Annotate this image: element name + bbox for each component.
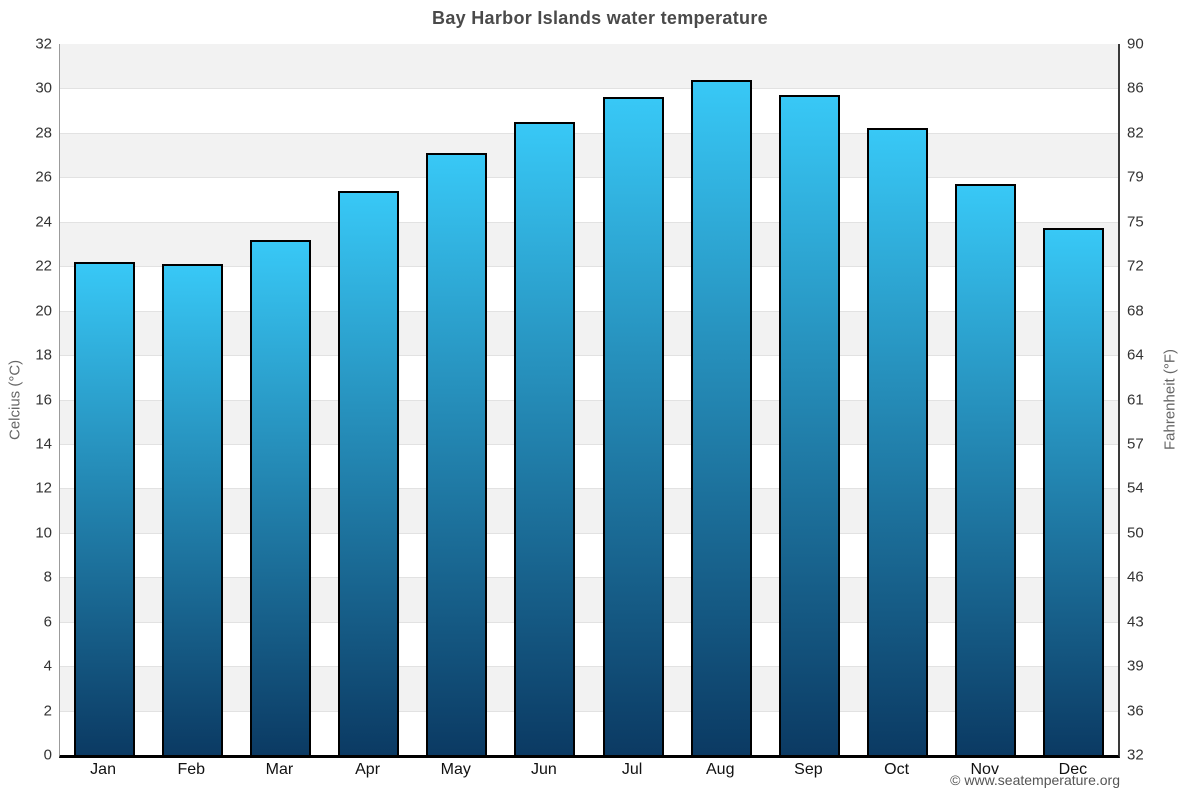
y-tick-left-14: 14 bbox=[35, 435, 52, 453]
x-axis-label-may: May bbox=[440, 761, 471, 778]
plot-band-10-12 bbox=[60, 488, 1118, 533]
y-tick-left-8: 8 bbox=[43, 568, 52, 586]
x-axis-label-feb: Feb bbox=[177, 761, 206, 778]
y-tick-left-2: 2 bbox=[43, 702, 52, 720]
gridline-18 bbox=[60, 355, 1118, 357]
y-tick-left-0: 0 bbox=[43, 746, 52, 764]
bar-apr[interactable] bbox=[338, 190, 400, 755]
plot-area bbox=[59, 44, 1120, 758]
x-axis-label-jun: Jun bbox=[531, 761, 557, 778]
x-axis-label-dec: Dec bbox=[1058, 761, 1088, 778]
y-tick-left-20: 20 bbox=[35, 302, 52, 320]
y-tick-right-86: 86 bbox=[1127, 79, 1144, 97]
y-tick-left-10: 10 bbox=[35, 524, 52, 542]
gridline-2 bbox=[60, 710, 1118, 712]
footer-credit-link[interactable]: © www.seatemperature.org bbox=[950, 772, 1120, 788]
gridline-28 bbox=[60, 132, 1118, 134]
x-axis-label-sep: Sep bbox=[794, 761, 823, 778]
y-tick-right-72: 72 bbox=[1127, 257, 1144, 275]
gridline-14 bbox=[60, 443, 1118, 445]
y-tick-left-6: 6 bbox=[43, 613, 52, 631]
x-axis-label-nov: Nov bbox=[970, 761, 999, 778]
y-tick-left-32: 32 bbox=[35, 35, 52, 53]
plot-band-22-24 bbox=[60, 221, 1118, 267]
gridline-10 bbox=[60, 532, 1118, 534]
x-axis-label-jan: Jan bbox=[90, 761, 116, 778]
y-tick-left-24: 24 bbox=[35, 213, 52, 231]
x-axis-label-apr: Apr bbox=[355, 761, 381, 778]
y-tick-left-26: 26 bbox=[35, 168, 52, 186]
y-tick-right-32: 32 bbox=[1127, 746, 1144, 764]
gridline-26 bbox=[60, 177, 1118, 179]
y-tick-right-75: 75 bbox=[1127, 213, 1144, 231]
y-tick-left-18: 18 bbox=[35, 346, 52, 364]
bar-dec[interactable] bbox=[1043, 228, 1105, 755]
y-axis-left: 32 30 28 26 24 22 20 18 16 14 12 10 8 6 4 2 0 bbox=[0, 36, 52, 764]
bar-jan[interactable] bbox=[73, 261, 135, 755]
bar-aug[interactable] bbox=[690, 79, 752, 755]
y-tick-right-79: 79 bbox=[1127, 168, 1144, 186]
bar-nov[interactable] bbox=[955, 183, 1017, 755]
plot-band-26-28 bbox=[60, 132, 1118, 178]
x-axis-label-jul: Jul bbox=[621, 761, 643, 778]
y-tick-right-57: 57 bbox=[1127, 435, 1144, 453]
gridline-16 bbox=[60, 399, 1118, 401]
bar-mar[interactable] bbox=[249, 239, 311, 755]
gridline-30 bbox=[60, 88, 1118, 90]
y-tick-left-16: 16 bbox=[35, 391, 52, 408]
gridline-4 bbox=[60, 666, 1118, 668]
bar-feb[interactable] bbox=[161, 263, 223, 755]
y-tick-left-22: 22 bbox=[35, 257, 52, 275]
x-axis-label-oct: Oct bbox=[884, 761, 910, 778]
bar-jul[interactable] bbox=[602, 97, 664, 755]
bar-jun[interactable] bbox=[514, 121, 576, 755]
y-tick-right-68: 68 bbox=[1127, 302, 1144, 320]
bar-may[interactable] bbox=[426, 152, 488, 755]
y-axis-right: 90 86 82 79 75 72 68 64 61 57 54 50 46 43 39 36 32 bbox=[1125, 36, 1185, 764]
y-tick-right-64: 64 bbox=[1127, 346, 1144, 364]
gridline-12 bbox=[60, 488, 1118, 490]
plot-band-14-16 bbox=[60, 399, 1118, 444]
gridline-20 bbox=[60, 310, 1118, 312]
chart-title: Bay Harbor Islands water temperature bbox=[432, 8, 768, 28]
y-tick-left-12: 12 bbox=[35, 479, 52, 497]
gridline-24 bbox=[60, 221, 1118, 223]
gridline-6 bbox=[60, 621, 1118, 623]
y-tick-right-39: 39 bbox=[1127, 657, 1144, 675]
plot-band-6-8 bbox=[60, 577, 1118, 622]
gridline-22 bbox=[60, 266, 1118, 268]
x-axis: Jan Feb Mar Apr May Jun Jul Aug Sep Oct Nov Dec bbox=[59, 761, 1117, 785]
y-tick-left-28: 28 bbox=[35, 124, 52, 142]
footer: © www.seatemperature.org bbox=[0, 772, 1120, 788]
gridline-8 bbox=[60, 577, 1118, 579]
y-tick-right-90: 90 bbox=[1127, 35, 1144, 53]
y-tick-right-43: 43 bbox=[1127, 613, 1144, 631]
bar-oct[interactable] bbox=[867, 128, 929, 755]
y-tick-left-30: 30 bbox=[35, 79, 52, 97]
plot-band-2-4 bbox=[60, 666, 1118, 711]
y-tick-right-82: 82 bbox=[1127, 124, 1144, 142]
y-tick-right-54: 54 bbox=[1127, 479, 1144, 497]
plot-band-18-20 bbox=[60, 310, 1118, 356]
y-tick-right-50: 50 bbox=[1127, 524, 1144, 542]
y-tick-right-46: 46 bbox=[1127, 568, 1144, 586]
x-axis-label-aug: Aug bbox=[706, 761, 735, 778]
y-tick-right-61: 61 bbox=[1127, 391, 1144, 408]
bar-sep[interactable] bbox=[778, 95, 840, 755]
x-axis-label-mar: Mar bbox=[265, 761, 294, 778]
y-tick-right-36: 36 bbox=[1127, 702, 1144, 720]
y-tick-left-4: 4 bbox=[43, 657, 52, 675]
plot-band-30-32 bbox=[60, 44, 1118, 89]
